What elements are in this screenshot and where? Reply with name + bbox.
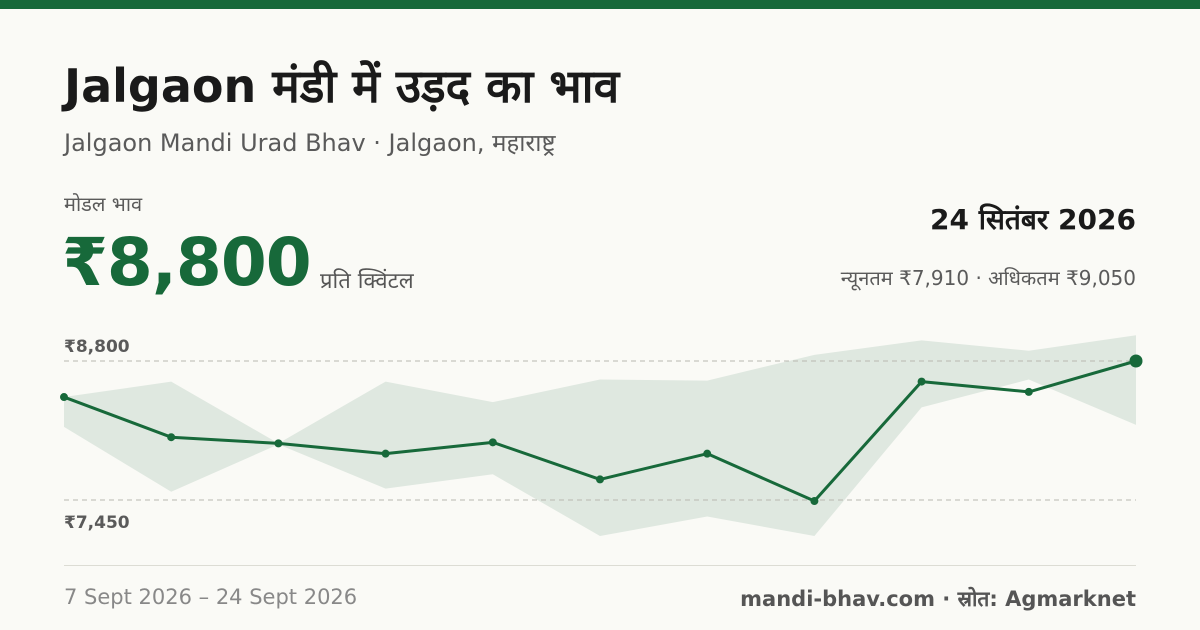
report-date: 24 सितंबर 2026 [930,203,1136,236]
price-point [381,449,390,458]
price-point [703,449,712,458]
footer-divider [64,565,1136,566]
price-point [1024,387,1033,396]
max-price: अधिकतम ₹9,050 [988,266,1136,290]
price-unit: प्रति क्विंटल [320,269,414,294]
price-point [596,475,604,484]
page-subtitle: Jalgaon Mandi Urad Bhav · Jalgaon, महारा… [64,129,556,157]
min-max-summary: न्यूनतम ₹7,910 · अधिकतम ₹9,050 [841,264,1136,291]
model-price-label: मोडल भाव [64,192,143,216]
price-point [167,433,176,442]
price-point [60,393,68,402]
top-accent-bar [0,0,1200,9]
date-range: 7 Sept 2026 – 24 Sept 2026 [64,585,358,609]
price-point [488,438,497,447]
price-point [274,439,283,448]
page-title: Jalgaon मंडी में उड़द का भाव [64,59,620,113]
min-price: न्यूनतम ₹7,910 [840,266,970,290]
y-tick-label: ₹7,450 [64,513,130,533]
y-tick-label: ₹8,800 [64,337,130,357]
source-credit: mandi-bhav.com · स्रोत: Agmarknet [740,587,1136,611]
min-max-separator: · [969,266,989,290]
price-point [917,377,926,386]
min-max-band [64,335,1136,537]
price-point [810,497,819,506]
price-chart: ₹8,800 ₹7,450 [60,335,1143,537]
latest-price-point [1129,354,1143,368]
model-price-value: ₹8,800 [62,224,312,301]
